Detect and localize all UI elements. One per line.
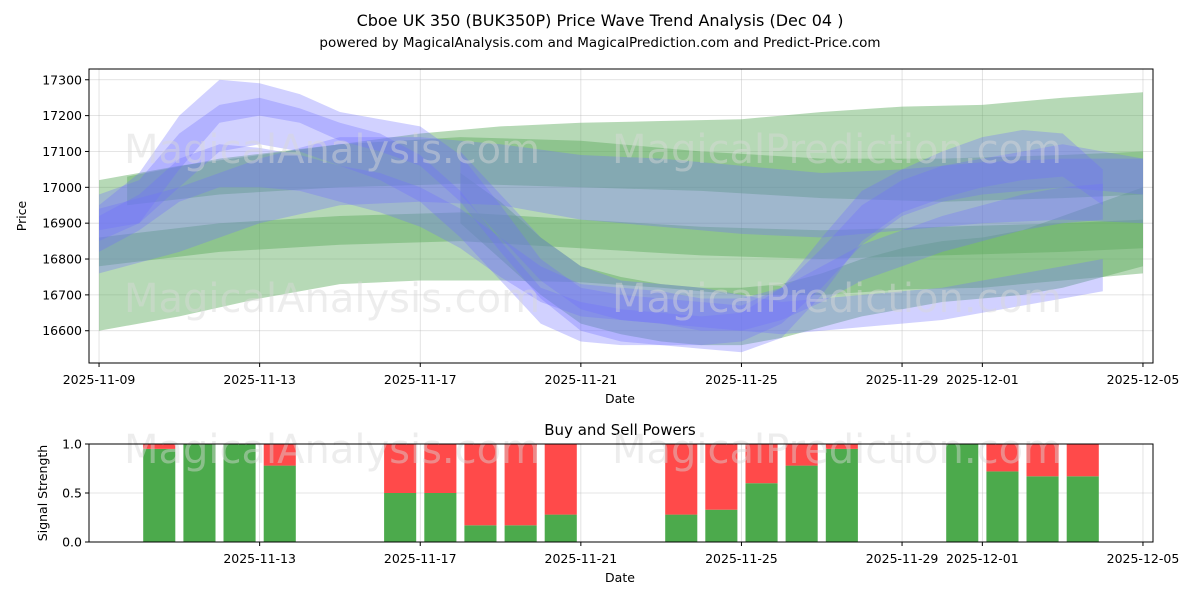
watermark-prediction-top: MagicalPrediction.com [612, 127, 1062, 173]
buy-bar-2 [183, 444, 216, 542]
buy-bar-14 [825, 448, 858, 542]
signal-y-tick-label: 1.0 [62, 437, 82, 452]
green-wave-band-3 [99, 212, 1143, 267]
sell-bar-7 [464, 444, 497, 526]
signal-x-ticks: 2025-11-13 2025-11-17 2025-11-21 2025-11-25… [223, 542, 1179, 566]
signal-y-tick-label: 0.0 [62, 535, 82, 550]
signal-y-ticks: 0.0 0.5 1.0 [62, 437, 89, 550]
sell-bar-12 [745, 444, 778, 484]
price-y-tick-label: 17000 [42, 180, 82, 195]
sell-bar-14 [825, 444, 858, 449]
buy-bar-4 [263, 465, 296, 542]
blue-wave-band-1 [99, 97, 1143, 346]
buy-bar-17 [1026, 476, 1059, 542]
price-panel: MagicalAnalysis.com MagicalPrediction.co… [14, 68, 1180, 406]
chart-subtitle: powered by MagicalAnalysis.com and Magic… [319, 35, 880, 51]
watermark-analysis-bottom: MagicalAnalysis.com [124, 427, 540, 473]
watermark-analysis-mid: MagicalAnalysis.com [124, 276, 540, 322]
green-wave-band-1 [99, 92, 1143, 331]
price-x-tick-label: 2025-11-21 [545, 372, 618, 387]
sell-bar-16 [986, 444, 1019, 472]
sell-bar-18 [1066, 444, 1099, 477]
signal-x-tick-label: 2025-11-21 [545, 551, 618, 566]
blue-wave-bands [99, 79, 1143, 353]
buy-bar-15 [946, 444, 979, 542]
signal-bars [143, 444, 1099, 542]
price-y-tick-label: 16700 [42, 287, 82, 302]
buy-bar-11 [705, 509, 738, 542]
signal-panel-title: Buy and Sell Powers [544, 421, 696, 439]
buy-bar-9 [544, 514, 577, 542]
signal-x-tick-label: 2025-11-13 [223, 551, 296, 566]
price-y-tick-label: 17100 [42, 144, 82, 159]
sell-bar-5 [384, 444, 417, 493]
sell-bar-6 [424, 444, 457, 493]
signal-panel: Buy and Sell Powers MagicalAnalysis.com … [35, 421, 1179, 585]
buy-bar-10 [665, 514, 698, 542]
price-x-tick-label: 2025-11-17 [384, 372, 457, 387]
signal-x-tick-label: 2025-12-01 [946, 551, 1019, 566]
sell-bar-4 [263, 444, 296, 466]
signal-x-axis-label: Date [605, 570, 635, 585]
signal-y-axis-label: Signal Strength [35, 445, 50, 541]
buy-bar-3 [223, 444, 256, 542]
sell-bar-1 [143, 444, 176, 449]
signal-x-tick-label: 2025-11-25 [705, 551, 778, 566]
green-wave-band-4 [460, 173, 1143, 346]
price-x-tick-label: 2025-12-05 [1107, 372, 1180, 387]
signal-y-tick-label: 0.5 [62, 486, 82, 501]
blue-wave-band-3 [99, 144, 1103, 331]
signal-x-tick-label: 2025-11-29 [866, 551, 939, 566]
price-x-tick-label: 2025-11-25 [705, 372, 778, 387]
price-y-tick-label: 16800 [42, 252, 82, 267]
price-x-tick-label: 2025-11-09 [63, 372, 136, 387]
buy-bar-5 [384, 493, 417, 542]
price-y-ticks: 16600 16700 16800 16900 17000 17100 17200 17300 [42, 72, 89, 338]
watermark-analysis-top: MagicalAnalysis.com [124, 127, 540, 173]
watermark-prediction-mid: MagicalPrediction.com [612, 276, 1062, 322]
price-y-tick-label: 16600 [42, 323, 82, 338]
price-x-tick-label: 2025-11-29 [866, 372, 939, 387]
signal-x-tick-label: 2025-12-05 [1107, 551, 1180, 566]
blue-wave-band-4 [99, 137, 1143, 274]
buy-bar-13 [785, 465, 818, 542]
sell-bar-11 [705, 444, 738, 510]
price-y-axis-label: Price [14, 200, 29, 231]
price-y-tick-label: 17200 [42, 108, 82, 123]
sell-bar-17 [1026, 444, 1059, 477]
sell-bar-13 [785, 444, 818, 466]
price-x-axis-label: Date [605, 391, 635, 406]
blue-wave-band-2 [99, 79, 1103, 353]
buy-bar-16 [986, 471, 1019, 542]
sell-bar-8 [504, 444, 537, 526]
buy-bar-1 [143, 448, 176, 542]
blue-wave-band-5 [460, 151, 1103, 335]
buy-bar-8 [504, 525, 537, 542]
price-grid [89, 69, 1153, 363]
green-wave-bands [99, 92, 1144, 346]
price-y-tick-label: 17300 [42, 72, 82, 87]
sell-bar-9 [544, 444, 577, 515]
buy-bar-6 [424, 493, 457, 542]
sell-bar-10 [665, 444, 698, 515]
price-x-ticks: 2025-11-09 2025-11-13 2025-11-17 2025-11-21… [63, 363, 1180, 387]
buy-bar-12 [745, 483, 778, 542]
price-x-tick-label: 2025-12-01 [946, 372, 1019, 387]
green-wave-band-2 [127, 137, 1144, 206]
buy-bar-7 [464, 525, 497, 542]
price-y-tick-label: 16900 [42, 216, 82, 231]
watermark-prediction-bottom: MagicalPrediction.com [612, 427, 1062, 473]
chart-title: Cboe UK 350 (BUK350P) Price Wave Trend A… [357, 11, 844, 30]
price-plot-frame [88, 68, 1154, 364]
price-x-tick-label: 2025-11-13 [223, 372, 296, 387]
buy-bar-18 [1066, 476, 1099, 542]
signal-x-tick-label: 2025-11-17 [384, 551, 457, 566]
